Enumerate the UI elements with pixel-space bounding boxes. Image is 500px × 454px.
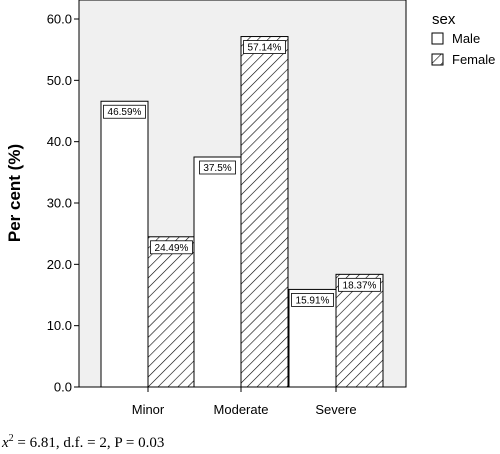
legend-swatch-female: [431, 53, 444, 66]
bar-male-minor: [100, 100, 149, 388]
y-axis-title: Per cent (%): [5, 144, 24, 242]
y-tick-label: 50.0: [47, 73, 72, 88]
bar-male-moderate: [193, 156, 242, 388]
x-tick-label: Moderate: [214, 402, 269, 417]
legend-label-male: Male: [452, 31, 480, 46]
data-label-box: [291, 293, 334, 307]
y-tick-label: 40.0: [47, 134, 72, 149]
y-tick-label: 20.0: [47, 257, 72, 272]
data-label-box: [199, 160, 236, 175]
data-label: 46.59%: [108, 107, 142, 118]
legend: sex Male Female: [431, 11, 495, 67]
data-label: 57.14%: [248, 43, 282, 54]
legend-title: sex: [432, 11, 456, 28]
data-label-box: [150, 240, 193, 255]
footnote-superscript: 2: [8, 433, 14, 444]
y-tick-label: 30.0: [47, 196, 72, 211]
data-label: 15.91%: [296, 295, 330, 306]
y-tick-label: 0.0: [54, 380, 72, 395]
chi-square-footnote: x2 = 6.81, d.f. = 2, P = 0.03: [2, 433, 164, 452]
data-label: 37.5%: [203, 163, 231, 174]
bars: 46.59% 24.49% 37.5% 57.14% 15.91% 18.37%: [100, 36, 384, 388]
footnote-prefix: x: [2, 435, 9, 451]
legend-swatch-male: [431, 32, 444, 45]
x-axis: Minor Moderate Severe: [132, 387, 357, 417]
bar-female-severe: [335, 273, 384, 388]
bar-female-minor: [147, 236, 196, 388]
y-tick-label: 60.0: [47, 12, 72, 27]
data-label-box: [338, 277, 381, 292]
data-label: 24.49%: [155, 243, 189, 254]
legend-label-female: Female: [452, 52, 495, 67]
y-axis: 0.0 10.0 20.0 30.0 40.0 50.0 60.0: [47, 12, 79, 395]
y-tick-label: 10.0: [47, 318, 72, 333]
data-label-box: [103, 104, 146, 119]
data-label: 18.37%: [343, 280, 377, 291]
x-tick-label: Severe: [315, 402, 356, 417]
footnote-text: = 6.81, d.f. = 2, P = 0.03: [13, 435, 165, 451]
x-tick-label: Minor: [132, 402, 165, 417]
data-label-box: [243, 40, 286, 54]
bar-female-moderate: [240, 36, 289, 388]
